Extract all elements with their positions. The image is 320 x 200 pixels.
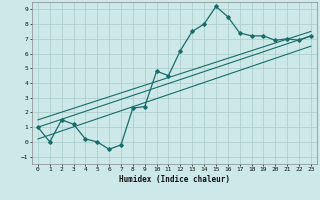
X-axis label: Humidex (Indice chaleur): Humidex (Indice chaleur): [119, 175, 230, 184]
